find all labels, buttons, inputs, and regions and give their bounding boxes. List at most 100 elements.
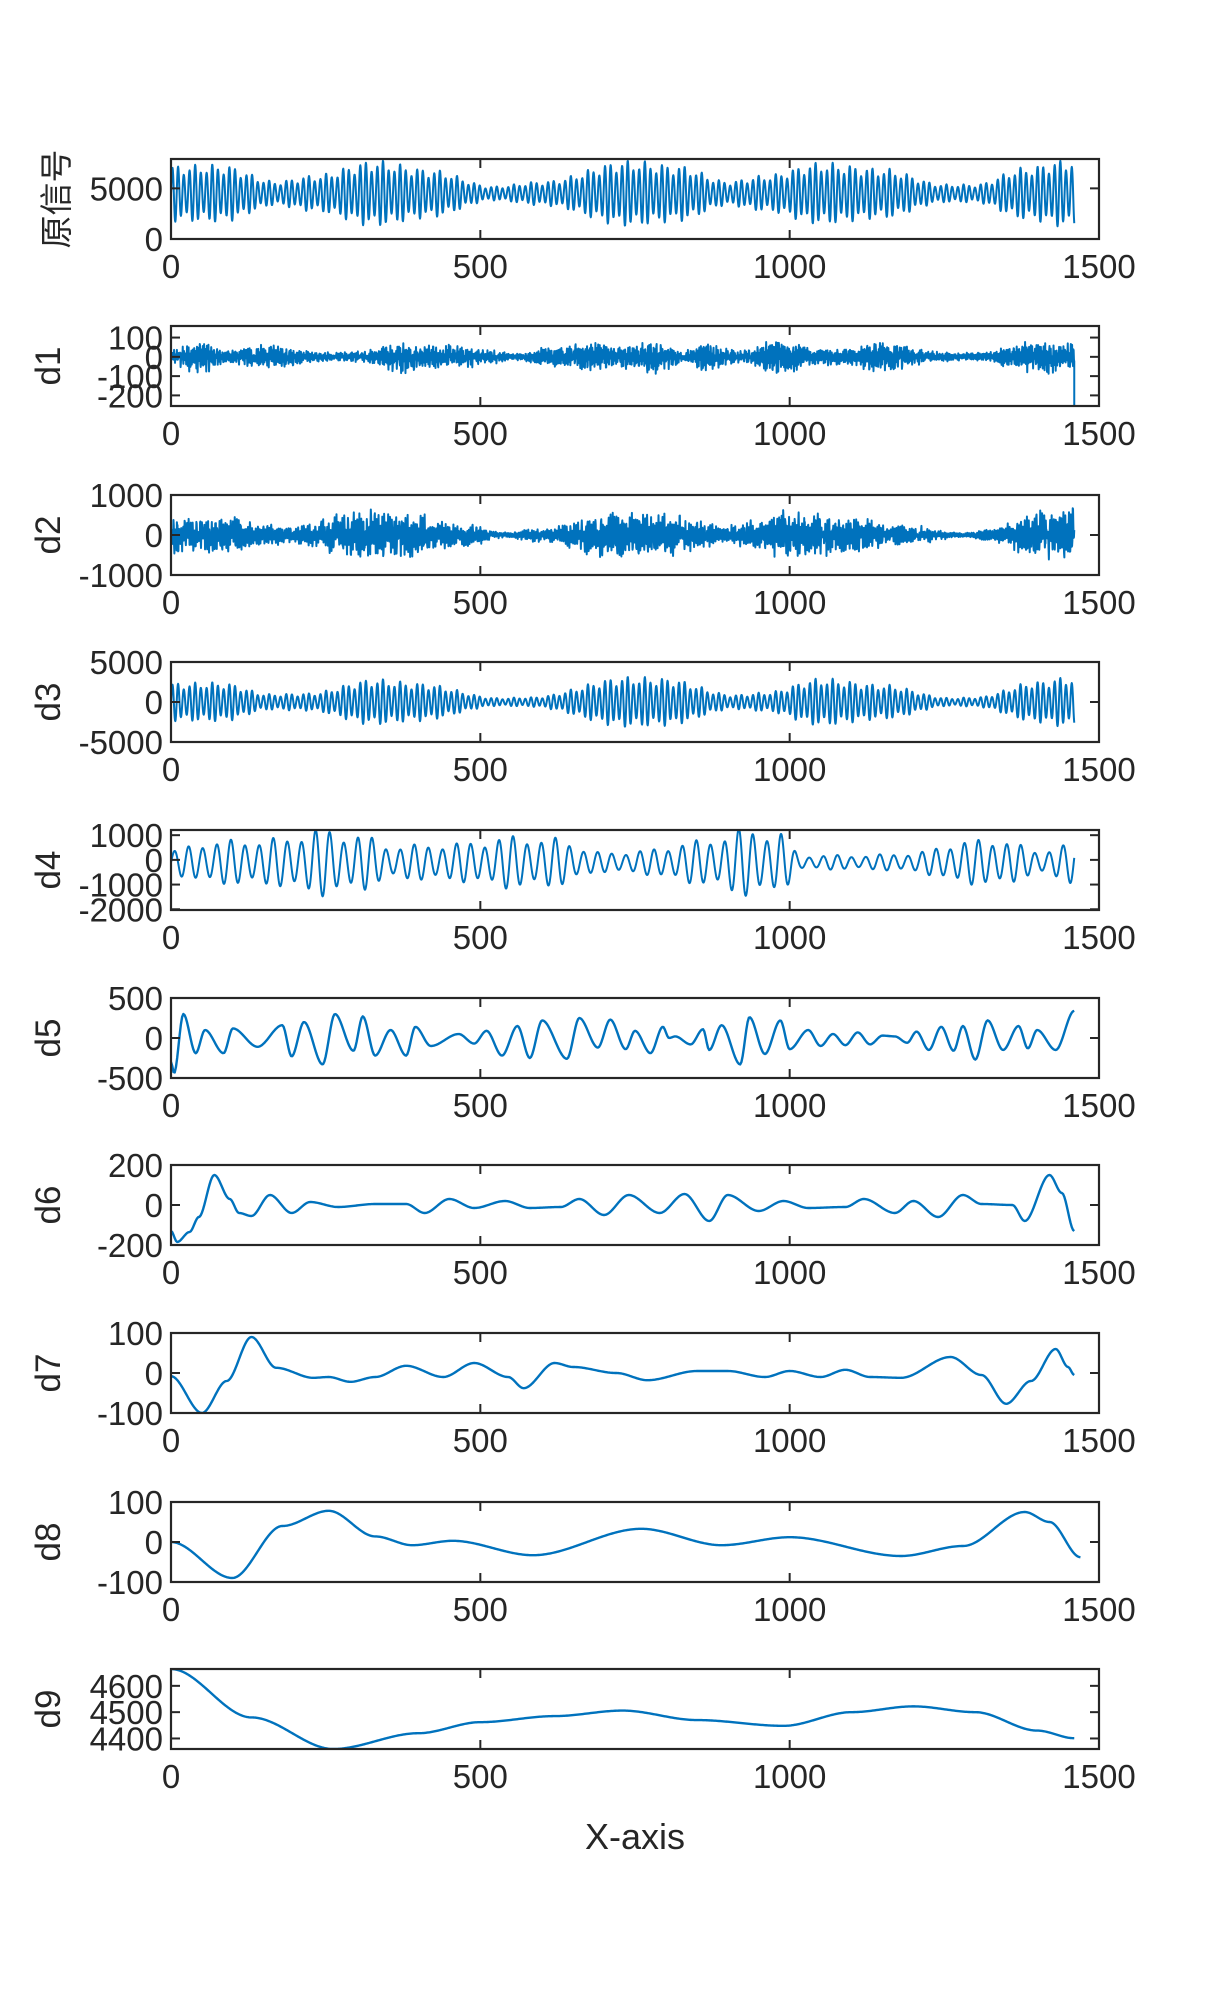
data-line bbox=[171, 1009, 1075, 1074]
x-tick-label: 1500 bbox=[1062, 1591, 1135, 1628]
data-line bbox=[171, 159, 1076, 228]
y-tick-label: 0 bbox=[145, 221, 163, 258]
x-tick-label: 500 bbox=[453, 1758, 508, 1795]
x-tick-label: 1000 bbox=[753, 1422, 826, 1459]
x-tick-label: 1500 bbox=[1062, 1758, 1135, 1795]
data-line bbox=[171, 1509, 1081, 1580]
x-tick-label: 500 bbox=[453, 248, 508, 285]
x-tick-label: 1500 bbox=[1062, 1422, 1135, 1459]
axes-box bbox=[169, 828, 1101, 912]
axes-box bbox=[169, 324, 1101, 408]
data-line bbox=[171, 340, 1076, 406]
y-tick-label: -200 bbox=[97, 1227, 163, 1264]
y-tick-label: -100 bbox=[97, 1564, 163, 1601]
x-tick-label: 1500 bbox=[1062, 751, 1135, 788]
data-line bbox=[171, 830, 1076, 898]
x-tick-label: 1000 bbox=[753, 1254, 826, 1291]
axes-box bbox=[169, 996, 1101, 1080]
x-tick-label: 0 bbox=[162, 415, 180, 452]
y-tick-label: -1000 bbox=[79, 867, 163, 904]
y-tick-label: 100 bbox=[108, 1484, 163, 1521]
x-tick-label: 500 bbox=[453, 1422, 508, 1459]
x-tick-label: 500 bbox=[453, 1591, 508, 1628]
x-tick-label: 1500 bbox=[1062, 248, 1135, 285]
y-tick-label: 5000 bbox=[90, 644, 163, 681]
data-line bbox=[171, 1335, 1075, 1413]
axes-box bbox=[169, 1331, 1101, 1415]
y-tick-label: 0 bbox=[145, 1187, 163, 1224]
y-tick-label: 500 bbox=[108, 980, 163, 1017]
y-tick-label: 100 bbox=[108, 320, 163, 357]
x-tick-label: 500 bbox=[453, 415, 508, 452]
y-axis-label: d8 bbox=[29, 1523, 68, 1562]
x-tick-label: 1000 bbox=[753, 1591, 826, 1628]
axes-box bbox=[169, 1667, 1101, 1751]
y-axis-label: d6 bbox=[29, 1186, 68, 1225]
x-tick-label: 500 bbox=[453, 584, 508, 621]
y-tick-label: 100 bbox=[108, 1315, 163, 1352]
y-tick-label: 0 bbox=[145, 517, 163, 554]
y-tick-label: 0 bbox=[145, 1524, 163, 1561]
y-axis-label: d1 bbox=[29, 347, 68, 386]
data-line bbox=[171, 1173, 1076, 1244]
y-tick-label: 4600 bbox=[90, 1668, 163, 1705]
x-tick-label: 1500 bbox=[1062, 1254, 1135, 1291]
y-tick-label: -100 bbox=[97, 358, 163, 395]
x-tick-label: 0 bbox=[162, 1254, 180, 1291]
x-tick-label: 500 bbox=[453, 1254, 508, 1291]
axes-box bbox=[169, 157, 1101, 241]
y-tick-label: -2000 bbox=[79, 891, 163, 928]
y-tick-label: -500 bbox=[97, 1060, 163, 1097]
x-tick-label: 500 bbox=[453, 919, 508, 956]
x-tick-label: 0 bbox=[162, 1591, 180, 1628]
x-tick-label: 1500 bbox=[1062, 919, 1135, 956]
y-tick-label: 0 bbox=[145, 339, 163, 376]
x-tick-label: 1500 bbox=[1062, 1087, 1135, 1124]
y-tick-label: 0 bbox=[145, 842, 163, 879]
x-tick-label: 1000 bbox=[753, 248, 826, 285]
data-line bbox=[171, 676, 1076, 728]
y-tick-label: 1000 bbox=[90, 477, 163, 514]
data-line bbox=[171, 507, 1076, 561]
y-axis-label: 原信号 bbox=[37, 150, 76, 249]
x-axis-label: X-axis bbox=[585, 1816, 685, 1857]
x-tick-label: 1500 bbox=[1062, 584, 1135, 621]
y-axis-label: d2 bbox=[29, 516, 68, 555]
x-tick-label: 0 bbox=[162, 1087, 180, 1124]
x-tick-label: 0 bbox=[162, 248, 180, 285]
x-tick-label: 1000 bbox=[753, 919, 826, 956]
x-tick-label: 1000 bbox=[753, 1087, 826, 1124]
y-tick-label: -100 bbox=[97, 1395, 163, 1432]
y-tick-label: 1000 bbox=[90, 817, 163, 854]
y-tick-label: 5000 bbox=[90, 170, 163, 207]
data-line bbox=[171, 1669, 1075, 1749]
y-axis-label: d7 bbox=[29, 1354, 68, 1393]
x-tick-label: 0 bbox=[162, 1758, 180, 1795]
axes-box bbox=[169, 1163, 1101, 1247]
y-tick-label: -1000 bbox=[79, 557, 163, 594]
axes-box bbox=[169, 1500, 1101, 1584]
x-tick-label: 1000 bbox=[753, 1758, 826, 1795]
subplot-original-signal: 0 500 1000 1500 0 5000 原信号 bbox=[37, 150, 1136, 286]
x-tick-label: 500 bbox=[453, 751, 508, 788]
y-axis-label: d3 bbox=[29, 683, 68, 722]
x-tick-label: 1000 bbox=[753, 751, 826, 788]
y-tick-label: 4400 bbox=[90, 1720, 163, 1757]
y-axis-label: d4 bbox=[29, 851, 68, 890]
x-tick-label: 0 bbox=[162, 1422, 180, 1459]
x-tick-label: 0 bbox=[162, 919, 180, 956]
y-axis-label: d5 bbox=[29, 1019, 68, 1058]
x-tick-label: 1000 bbox=[753, 415, 826, 452]
x-tick-label: 1000 bbox=[753, 584, 826, 621]
x-tick-label: 500 bbox=[453, 1087, 508, 1124]
